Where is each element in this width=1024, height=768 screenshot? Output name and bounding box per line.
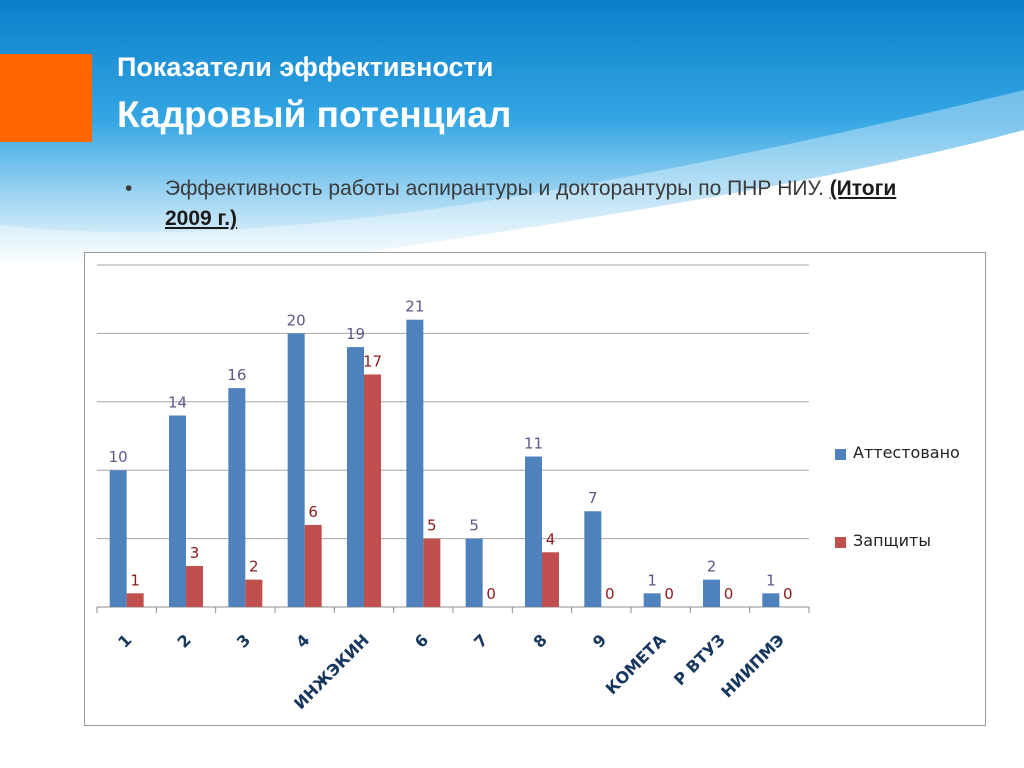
data-label: 11	[524, 435, 543, 453]
bar-attested	[109, 470, 127, 607]
legend-swatch	[835, 449, 846, 460]
x-tick-label: 7	[470, 630, 491, 651]
bar-attested	[347, 347, 364, 607]
accent-square	[0, 54, 92, 142]
data-label: 7	[588, 489, 598, 507]
data-label: 1	[130, 571, 140, 589]
bar-defenses	[423, 538, 441, 607]
bar-defenses	[186, 565, 203, 607]
x-tick-label: 8	[530, 630, 551, 651]
bar-defenses	[126, 593, 144, 607]
bar-defenses	[364, 374, 381, 607]
bar-defenses	[304, 524, 322, 607]
bullet-text: Эффективность работы аспирантуры и докто…	[165, 177, 824, 200]
data-label: 1	[647, 571, 657, 589]
data-label: 21	[405, 298, 424, 316]
bullet-text-block: Эффективность работы аспирантуры и докто…	[165, 174, 915, 234]
x-tick-label: 9	[589, 630, 610, 651]
x-tick-label: КОМЕТА	[602, 630, 670, 698]
data-label: 14	[168, 393, 187, 411]
x-tick-label: 2	[174, 630, 195, 651]
data-label: 17	[363, 352, 382, 370]
x-tick-label: 6	[411, 630, 432, 651]
data-label: 2	[249, 558, 259, 576]
x-tick-label: 3	[233, 630, 254, 651]
bar-attested	[406, 319, 424, 607]
bar-attested	[228, 388, 246, 607]
legend-label: Аттестовано	[853, 443, 960, 462]
data-label: 5	[469, 517, 479, 535]
bar-defenses	[542, 552, 559, 607]
slide-title: Показатели эффективности	[117, 52, 494, 82]
data-label: 19	[346, 325, 365, 343]
bar-chart: 10111432162320641917ИНЖЭКИН2156507114870…	[96, 264, 960, 713]
data-label: 10	[109, 448, 128, 466]
data-label: 3	[190, 544, 200, 562]
data-label: 0	[605, 585, 615, 603]
legend-swatch	[835, 537, 846, 548]
data-label: 0	[724, 585, 734, 603]
bar-attested	[169, 415, 186, 607]
legend-label: Запщиты	[853, 531, 931, 550]
x-tick-label: 4	[292, 630, 313, 651]
x-tick-label: 1	[114, 630, 135, 651]
data-label: 0	[486, 585, 496, 603]
bar-attested	[762, 593, 780, 607]
data-label: 1	[766, 571, 776, 589]
bar-attested	[287, 333, 305, 607]
chart-container: 10 1 1 14 3 2 16 2 3 20 6 4 19 17 ИНЖЭКИН 21 5 6 5 0 7 11 4 8 7 0…	[84, 252, 986, 726]
data-label: 6	[308, 503, 318, 521]
data-label: 16	[227, 366, 246, 384]
data-label: 2	[707, 558, 717, 576]
data-label: 5	[427, 517, 437, 535]
bar-attested	[525, 456, 542, 607]
bar-attested	[584, 511, 602, 607]
bar-attested	[703, 579, 720, 607]
data-label: 0	[664, 585, 674, 603]
bullet-highlight: (Итоги 2009 г.)	[165, 177, 897, 230]
bar-attested	[643, 593, 661, 607]
bullet-dot: •	[125, 177, 133, 200]
x-tick-label: Р ВТУЗ	[670, 630, 729, 689]
data-label: 4	[546, 530, 556, 548]
x-tick-label: НИИПМЭ	[717, 630, 788, 701]
slide-subtitle: Кадровый потенциал	[117, 94, 512, 135]
data-label: 0	[783, 585, 793, 603]
bar-defenses	[245, 579, 263, 607]
data-label: 20	[287, 311, 306, 329]
bar-attested	[465, 538, 483, 607]
